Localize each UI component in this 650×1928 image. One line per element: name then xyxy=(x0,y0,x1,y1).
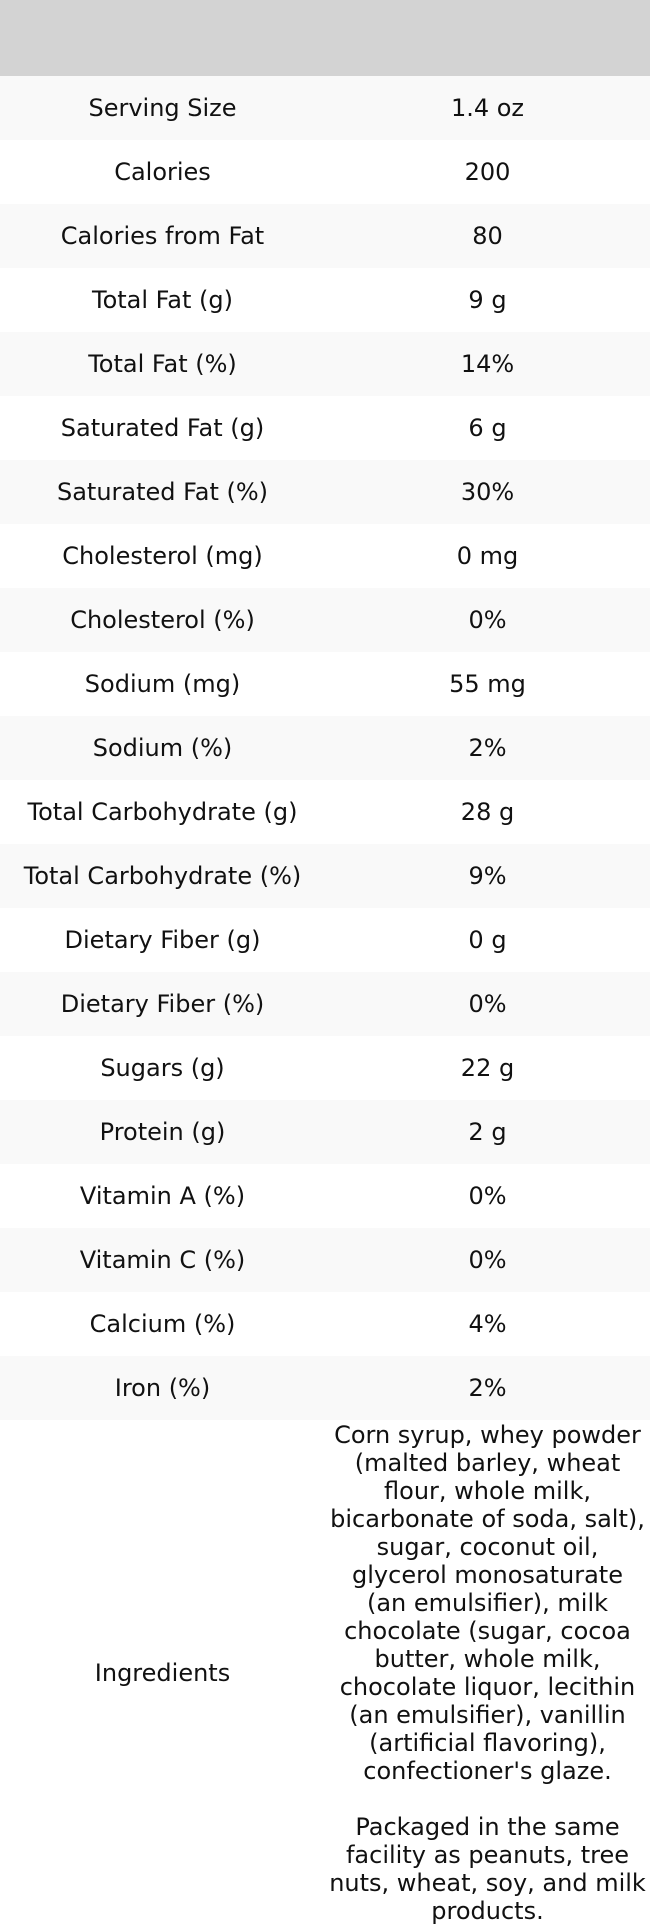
table-row: Calories from Fat 80 xyxy=(0,204,650,268)
row-value: 30% xyxy=(460,478,515,506)
row-value: 80 xyxy=(472,222,503,250)
row-value: 22 g xyxy=(460,1054,515,1082)
row-value: 55 mg xyxy=(449,670,526,698)
row-value: 9 g xyxy=(468,286,507,314)
table-header xyxy=(0,0,650,76)
row-value: 28 g xyxy=(460,798,515,826)
row-value: 0% xyxy=(468,990,507,1018)
table-row: Total Fat (%) 14% xyxy=(0,332,650,396)
row-value: 4% xyxy=(468,1310,507,1338)
row-value: 0 mg xyxy=(456,542,519,570)
table-row: Saturated Fat (g) 6 g xyxy=(0,396,650,460)
row-value: 14% xyxy=(460,350,515,378)
row-label: Total Fat (%) xyxy=(88,350,237,378)
row-label: Saturated Fat (g) xyxy=(60,414,265,442)
row-label: Cholesterol (mg) xyxy=(62,542,263,570)
row-label: Vitamin C (%) xyxy=(79,1246,246,1274)
nutrition-table: Serving Size 1.4 oz Calories 200 Calories fr… xyxy=(0,76,650,1926)
row-value: 1.4 oz xyxy=(450,94,525,122)
row-value: 0% xyxy=(468,1182,507,1210)
row-label: Protein (g) xyxy=(99,1118,226,1146)
row-label: Total Carbohydrate (g) xyxy=(27,798,298,826)
row-value: 200 xyxy=(464,158,511,186)
row-value: 6 g xyxy=(468,414,507,442)
table-row: Total Carbohydrate (%) 9% xyxy=(0,844,650,908)
table-row: Cholesterol (%) 0% xyxy=(0,588,650,652)
table-row: Vitamin A (%) 0% xyxy=(0,1164,650,1228)
table-row: Dietary Fiber (%) 0% xyxy=(0,972,650,1036)
row-value: 2% xyxy=(468,734,507,762)
table-row: Calcium (%) 4% xyxy=(0,1292,650,1356)
table-row: Iron (%) 2% xyxy=(0,1356,650,1420)
table-row: Cholesterol (mg) 0 mg xyxy=(0,524,650,588)
row-label: Total Fat (g) xyxy=(92,286,233,314)
row-label: Sugars (g) xyxy=(100,1054,225,1082)
table-row: Sodium (mg) 55 mg xyxy=(0,652,650,716)
row-label: Cholesterol (%) xyxy=(70,606,255,634)
table-row: Sugars (g) 22 g xyxy=(0,1036,650,1100)
row-label: Calories from Fat xyxy=(60,222,265,250)
row-value: 2 g xyxy=(468,1118,507,1146)
row-value: Corn syrup, whey powder (malted barley, … xyxy=(329,1421,646,1925)
row-label: Sodium (%) xyxy=(92,734,233,762)
row-label: Iron (%) xyxy=(114,1374,211,1402)
row-label: Calories xyxy=(114,158,211,186)
table-row: Vitamin C (%) 0% xyxy=(0,1228,650,1292)
row-value: 0% xyxy=(468,1246,507,1274)
table-row: Calories 200 xyxy=(0,140,650,204)
table-row: Serving Size 1.4 oz xyxy=(0,76,650,140)
row-label: Dietary Fiber (%) xyxy=(60,990,265,1018)
table-row: Total Carbohydrate (g) 28 g xyxy=(0,780,650,844)
row-label: Dietary Fiber (g) xyxy=(64,926,261,954)
row-value: 0% xyxy=(468,606,507,634)
row-label: Saturated Fat (%) xyxy=(56,478,269,506)
table-row: Total Fat (g) 9 g xyxy=(0,268,650,332)
table-row: Saturated Fat (%) 30% xyxy=(0,460,650,524)
table-row: Ingredients Corn syrup, whey powder (malt… xyxy=(0,1420,650,1926)
row-label: Total Carbohydrate (%) xyxy=(23,862,302,890)
row-label: Ingredients xyxy=(94,1659,231,1687)
table-row: Sodium (%) 2% xyxy=(0,716,650,780)
row-label: Serving Size xyxy=(88,94,237,122)
row-label: Vitamin A (%) xyxy=(79,1182,246,1210)
row-value: 2% xyxy=(468,1374,507,1402)
row-label: Sodium (mg) xyxy=(84,670,241,698)
row-label: Calcium (%) xyxy=(89,1310,236,1338)
row-value: 0 g xyxy=(468,926,507,954)
row-value: 9% xyxy=(468,862,507,890)
table-row: Protein (g) 2 g xyxy=(0,1100,650,1164)
table-row: Dietary Fiber (g) 0 g xyxy=(0,908,650,972)
